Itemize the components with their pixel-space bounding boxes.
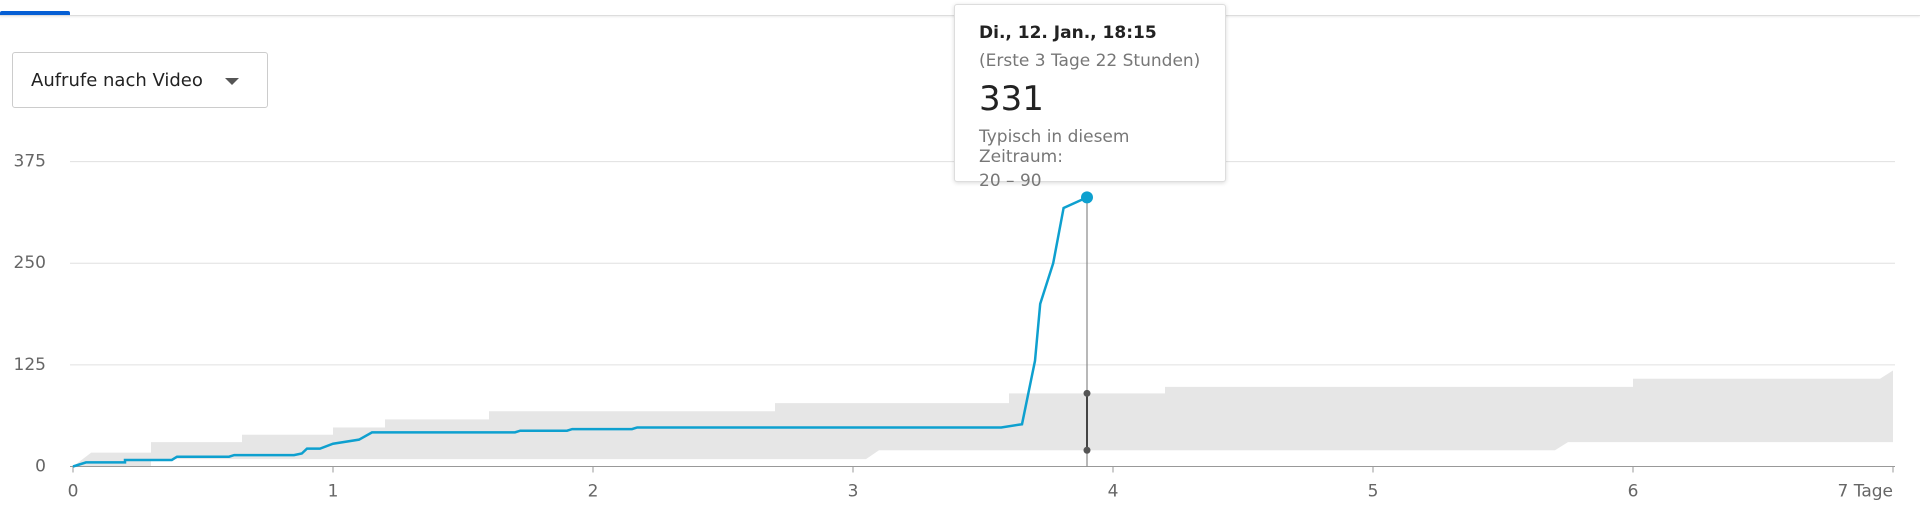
tab-indicator[interactable] [0, 11, 70, 15]
x-tick-label: 0 [68, 482, 79, 502]
hover-low-dot [1083, 446, 1091, 454]
x-tick-label: 1 [328, 482, 339, 502]
tooltip-elapsed: (Erste 3 Tage 22 Stunden) [979, 51, 1201, 71]
y-tick-label: 125 [14, 355, 46, 375]
y-tick-label: 375 [14, 152, 46, 172]
x-tick-label: 2 [588, 482, 599, 502]
tooltip-value: 331 [979, 79, 1044, 119]
x-tick-label: 7 Tage [1838, 482, 1893, 502]
tooltip-date: Di., 12. Jan., 18:15 [979, 23, 1157, 43]
dropdown-label: Aufrufe nach Video [31, 70, 203, 91]
hover-high-dot [1083, 389, 1091, 397]
hover-point [1081, 191, 1093, 204]
x-tick-label: 3 [848, 482, 859, 502]
tooltip-typical-label: Typisch in diesem Zeitraum: [979, 127, 1130, 167]
y-tick-label: 0 [35, 457, 46, 477]
typical-range-band [73, 370, 1893, 467]
x-tick-label: 4 [1108, 482, 1119, 502]
metric-dropdown[interactable]: Aufrufe nach Video [12, 52, 268, 108]
x-tick-label: 5 [1368, 482, 1379, 502]
y-tick-label: 250 [14, 253, 46, 273]
x-tick-label: 6 [1628, 482, 1639, 502]
dropdown-caret [225, 78, 239, 85]
tooltip: Di., 12. Jan., 18:15 (Erste 3 Tage 22 St… [954, 4, 1226, 191]
views-line [72, 196, 1088, 468]
tooltip-typical-range: 20 – 90 [979, 171, 1042, 191]
